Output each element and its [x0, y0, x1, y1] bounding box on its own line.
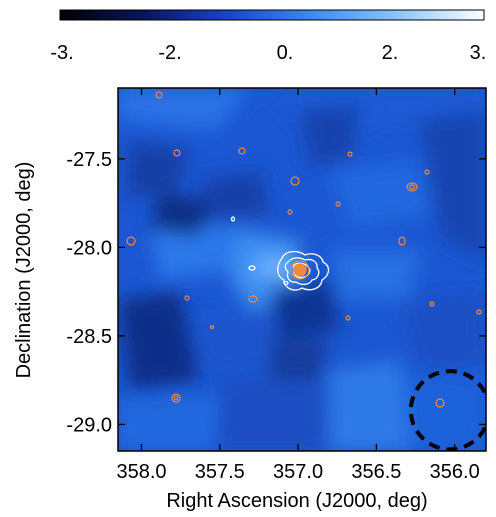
radio-contour: [429, 301, 435, 307]
radio-contour: [155, 91, 163, 99]
optical-contour-outer: [277, 250, 330, 291]
radio-contours: [126, 91, 482, 408]
map-patch: [330, 360, 420, 451]
optical-contours: [230, 216, 330, 291]
radio-contour: [406, 182, 418, 192]
radio-contour: [345, 315, 351, 321]
y-tick-label: -28.0: [66, 237, 112, 259]
radio-contour: [335, 201, 341, 207]
optical-contour-mid: [284, 257, 320, 286]
radio-contour: [347, 151, 353, 157]
y-tick-label: -29.0: [66, 414, 112, 436]
map-patches: [118, 88, 486, 451]
colorbar-tick-labels: -3. -2. 0. 2. 3.: [50, 42, 486, 64]
intensity-map: [118, 88, 486, 451]
colorbar-bar: [59, 9, 485, 21]
colorbar-tick-label: 0.: [277, 42, 294, 64]
radio-contour: [173, 149, 181, 157]
radio-contour: [398, 236, 406, 246]
x-tick-label: 357.5: [195, 461, 245, 483]
y-tick-label: -27.5: [66, 149, 112, 171]
map-patch: [330, 160, 430, 230]
radio-contour: [408, 184, 416, 190]
map-patch: [125, 140, 190, 200]
x-tick-label: 357.0: [273, 461, 323, 483]
y-axis-label: Declination (J2000, deg): [13, 162, 35, 379]
plot-frame: [117, 87, 487, 452]
map-patch: [200, 170, 270, 220]
radio-source-core: [293, 263, 307, 277]
map-patch: [270, 340, 330, 380]
radio-contour: [173, 395, 179, 401]
radio-contour: [126, 236, 136, 246]
map-patch: [118, 290, 200, 390]
optical-contour-small: [283, 280, 289, 286]
radio-contour: [476, 309, 482, 315]
x-axis-label: Right Ascension (J2000, deg): [166, 490, 427, 512]
map-bright-core: [253, 257, 297, 277]
colorbar: -3. -2. 0. 2. 3.: [50, 9, 486, 64]
x-tick-label: 356.0: [430, 461, 480, 483]
optical-contour-small: [248, 265, 256, 271]
y-tick-label: -28.5: [66, 326, 112, 348]
radio-contour: [424, 169, 430, 175]
x-axis: 358.0 357.5 357.0 356.5 356.0: [116, 88, 480, 483]
radio-contour: [290, 176, 300, 186]
map-patch: [400, 370, 486, 451]
radio-contour: [435, 398, 445, 408]
radio-contour: [290, 260, 310, 280]
colorbar-tick-label: 2.: [382, 42, 399, 64]
map-patch: [150, 225, 240, 280]
optical-contour-small: [230, 216, 236, 222]
map-patch: [330, 250, 420, 300]
beam-circle: [408, 369, 486, 451]
map-patch: [270, 280, 340, 340]
map-patch: [420, 110, 486, 260]
radio-contour: [248, 295, 258, 303]
radio-contour: [209, 324, 215, 330]
colorbar-tick-label: -3.: [50, 42, 73, 64]
colorbar-tick-label: 3.: [470, 42, 487, 64]
map-patch: [210, 375, 330, 451]
colorbar-tick-label: -2.: [158, 42, 181, 64]
y-axis: -27.5 -28.0 -28.5 -29.0: [66, 149, 486, 436]
map-patch: [150, 195, 210, 235]
map-patch: [300, 105, 360, 165]
radio-contour: [238, 147, 246, 155]
radio-contour: [171, 393, 181, 403]
map-patch: [400, 290, 486, 370]
radio-contour: [184, 295, 190, 301]
radio-contour: [287, 209, 293, 215]
x-tick-label: 358.0: [116, 461, 166, 483]
map-patch: [118, 88, 250, 130]
map-patch: [118, 395, 220, 451]
x-tick-label: 356.5: [351, 461, 401, 483]
